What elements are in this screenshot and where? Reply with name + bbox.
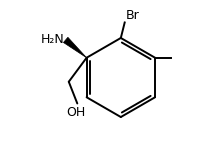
Text: Br: Br [125,9,139,22]
Text: OH: OH [66,106,85,119]
Polygon shape [63,37,87,58]
Text: H₂N: H₂N [41,33,64,46]
